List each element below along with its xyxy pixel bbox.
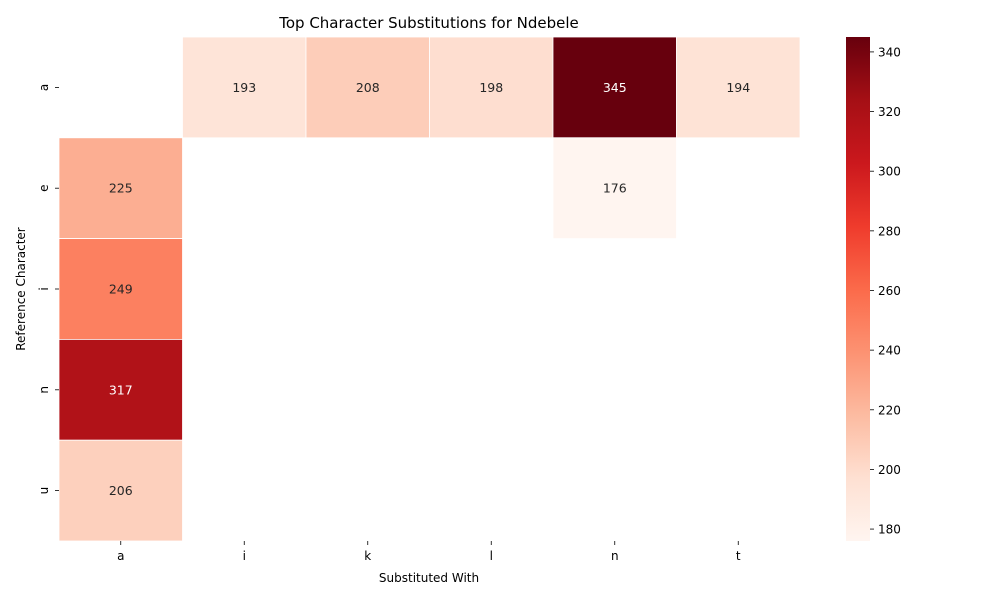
heatmap-cell-a-i — [182, 36, 307, 139]
heatmap-cell-a-k — [305, 36, 430, 139]
y-tick-label: i — [37, 287, 51, 290]
cell-value-label: 193 — [232, 80, 256, 95]
colorbar: 180 200 220 240 260 280 300 320 340 — [846, 37, 901, 541]
y-tick-label: a — [37, 84, 51, 91]
colorbar-tick-label: 220 — [878, 403, 901, 417]
cell-value-label: 345 — [603, 80, 627, 95]
cell-value-label: 194 — [726, 80, 750, 95]
colorbar-tick-label: 280 — [878, 224, 901, 238]
x-tick-label: i — [243, 549, 246, 563]
y-tick-label: e — [37, 185, 51, 192]
cell-value-label: 249 — [109, 282, 133, 297]
cell-value-label: 208 — [356, 80, 380, 95]
colorbar-tick-label: 240 — [878, 344, 901, 358]
colorbar-tick-label: 320 — [878, 105, 901, 119]
colorbar-tick-label: 260 — [878, 284, 901, 298]
heatmap-cell-a-n — [552, 36, 677, 139]
y-tick-label: n — [37, 386, 51, 394]
heatmap-cell-e-a — [58, 137, 183, 240]
heatmap-cells: 193 208 198 345 194 225 176 249 317 206 — [58, 36, 801, 542]
colorbar-tick-label: 180 — [878, 523, 901, 537]
cell-value-label: 206 — [109, 483, 133, 498]
y-tick-label: u — [37, 487, 51, 495]
x-tick-label: n — [611, 549, 619, 563]
heatmap-cell-e-n — [552, 137, 677, 240]
x-tick-label: a — [117, 549, 124, 563]
colorbar-tick-label: 300 — [878, 165, 901, 179]
heatmap-cell-a-t — [676, 36, 801, 139]
cell-value-label: 225 — [109, 181, 133, 196]
cell-value-label: 176 — [603, 181, 627, 196]
cell-value-label: 317 — [109, 382, 133, 397]
y-axis-label: Reference Character — [14, 227, 28, 351]
colorbar-tick-label: 200 — [878, 463, 901, 477]
x-axis-label: Substituted With — [379, 571, 479, 585]
chart-title: Top Character Substitutions for Ndebele — [278, 14, 579, 32]
colorbar-gradient — [846, 37, 870, 541]
x-tick-label: k — [364, 549, 371, 563]
x-tick-label: t — [736, 549, 741, 563]
heatmap-cell-a-l — [429, 36, 554, 139]
x-tick-label: l — [490, 549, 493, 563]
heatmap-cell-i-a — [58, 238, 183, 340]
heatmap-cell-u-a — [58, 439, 183, 542]
colorbar-tick-label: 340 — [878, 45, 901, 59]
y-axis-ticks: a e i n u — [37, 84, 59, 495]
cell-value-label: 198 — [479, 80, 503, 95]
